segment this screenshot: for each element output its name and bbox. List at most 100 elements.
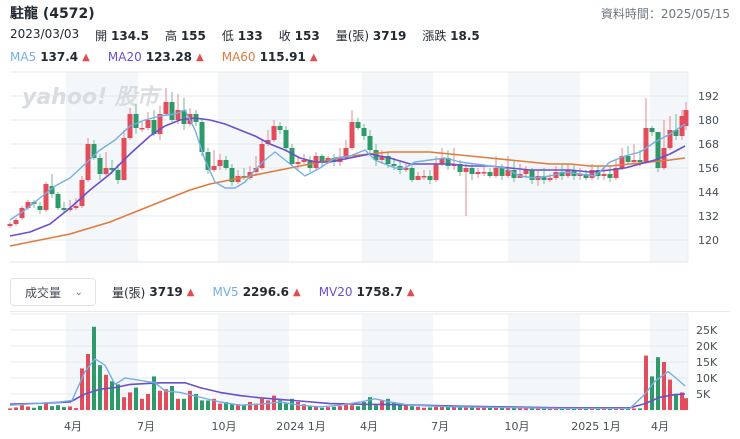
candle-body bbox=[259, 144, 265, 168]
volume-bar bbox=[200, 400, 204, 410]
volume-bar bbox=[680, 392, 684, 410]
candle-body bbox=[649, 128, 655, 132]
price-axis-label: 192 bbox=[698, 90, 719, 103]
volume-bar bbox=[218, 403, 222, 410]
time-axis-label: 2025 1月 bbox=[571, 420, 621, 433]
volume-bar bbox=[278, 400, 282, 410]
candle-body bbox=[643, 128, 649, 162]
volume-bar bbox=[398, 403, 402, 410]
candle-body bbox=[199, 122, 205, 152]
up-triangle-icon: ▲ bbox=[406, 286, 415, 298]
candle-body bbox=[97, 158, 103, 174]
candle-body bbox=[559, 172, 565, 176]
ma-legend: MA5 137.4 ▲ MA20 123.28 ▲ MA60 115.91 ▲ bbox=[10, 50, 336, 64]
candle-body bbox=[103, 168, 109, 174]
candle-body bbox=[655, 132, 661, 168]
ohlc-high: 高 155 bbox=[164, 29, 206, 43]
candle-body bbox=[385, 156, 391, 164]
candle-body bbox=[577, 174, 583, 176]
candle-body bbox=[625, 156, 631, 162]
volume-bar bbox=[140, 398, 144, 410]
up-triangle-icon: ▲ bbox=[82, 51, 90, 63]
candle-body bbox=[409, 168, 415, 180]
candle-body bbox=[463, 168, 469, 172]
candle-body bbox=[355, 122, 361, 128]
volume-bar bbox=[170, 386, 174, 410]
candle-body bbox=[391, 164, 397, 166]
volume-bar bbox=[362, 402, 366, 410]
volume-bar bbox=[476, 407, 480, 410]
candle-body bbox=[499, 168, 505, 176]
stock-title: 駐龍 (4572) bbox=[10, 6, 95, 22]
candle-body bbox=[163, 102, 169, 114]
candle-body bbox=[433, 164, 439, 180]
volume-bar bbox=[110, 381, 114, 410]
mv5-legend: MV5 2296.6 ▲ bbox=[212, 285, 301, 299]
candle-body bbox=[349, 122, 355, 148]
volume-bar bbox=[446, 406, 450, 410]
volume-bar bbox=[512, 407, 516, 410]
candle-body bbox=[367, 136, 373, 150]
indicator-dropdown[interactable]: 成交量 ⌄ bbox=[10, 278, 96, 306]
price-axis-label: 132 bbox=[698, 210, 719, 223]
volume-bar bbox=[68, 406, 72, 410]
volume-bar bbox=[176, 398, 180, 410]
panel-divider bbox=[10, 311, 730, 312]
candle-body bbox=[277, 126, 283, 130]
candle-body bbox=[61, 208, 67, 210]
candle-body bbox=[619, 156, 625, 168]
data-time: 資料時間：2025/05/15 bbox=[600, 7, 730, 21]
candle-body bbox=[523, 170, 529, 174]
volume-bar bbox=[518, 407, 522, 410]
volume-bar bbox=[158, 390, 162, 410]
volume-bar bbox=[80, 368, 84, 410]
candle-body bbox=[295, 162, 301, 164]
candle-body bbox=[343, 148, 349, 158]
volume-legend: 量(張) 3719 ▲ bbox=[112, 285, 195, 300]
candle-body bbox=[541, 176, 547, 180]
volume-bar bbox=[314, 406, 318, 410]
candle-body bbox=[637, 160, 643, 162]
volume-bar bbox=[236, 404, 240, 410]
candle-body bbox=[79, 180, 85, 206]
volume-bar bbox=[488, 407, 492, 410]
volume-bar bbox=[500, 407, 504, 410]
volume-bar bbox=[38, 405, 42, 410]
time-axis-label: 7月 bbox=[137, 420, 155, 433]
volume-bar bbox=[530, 408, 534, 410]
volume-bar bbox=[26, 406, 30, 410]
volume-bar bbox=[308, 406, 312, 410]
time-axis-label: 7月 bbox=[431, 420, 449, 433]
ohlc-open: 開 134.5 bbox=[95, 29, 149, 43]
volume-bar bbox=[536, 408, 540, 410]
volume-bar bbox=[434, 406, 438, 410]
candle-body bbox=[547, 178, 553, 180]
time-axis-label: 4月 bbox=[651, 420, 669, 433]
volume-bar bbox=[92, 326, 96, 410]
candle-body bbox=[133, 114, 139, 128]
volume-bar bbox=[32, 407, 36, 410]
volume-bar bbox=[146, 394, 150, 410]
volume-bar bbox=[684, 398, 688, 410]
volume-bar bbox=[458, 407, 462, 410]
candle-body bbox=[601, 174, 607, 176]
candle-body bbox=[319, 156, 325, 162]
candle-body bbox=[673, 130, 679, 136]
candle-body bbox=[403, 168, 409, 170]
volume-bar bbox=[14, 407, 18, 410]
candle-body bbox=[283, 130, 289, 148]
candle-body bbox=[361, 128, 367, 136]
volume-bar bbox=[44, 403, 48, 410]
volume-axis-label: 20K bbox=[696, 340, 718, 353]
volume-bar bbox=[416, 406, 420, 410]
volume-bar bbox=[8, 408, 12, 410]
volume-bar bbox=[542, 408, 546, 410]
volume-bar bbox=[650, 376, 654, 410]
volume-bar bbox=[50, 406, 54, 410]
up-triangle-icon: ▲ bbox=[196, 51, 204, 63]
volume-controls: 成交量 ⌄ 量(張) 3719 ▲ MV5 2296.6 ▲ MV20 1758.7 ▲ bbox=[10, 278, 433, 306]
candle-body bbox=[55, 194, 61, 208]
volume-bar bbox=[596, 408, 600, 410]
moving-average-line bbox=[9, 358, 686, 410]
